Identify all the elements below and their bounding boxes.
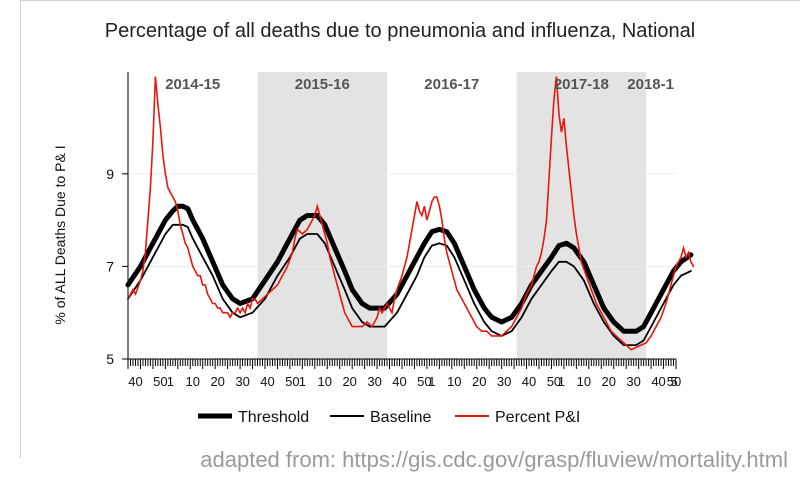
- season-band-1: [257, 72, 388, 359]
- legend-label-percent-p-i: Percent P&I: [495, 409, 580, 426]
- season-label-1: 2015-16: [295, 76, 350, 93]
- x-tick-label-14: 1: [428, 374, 435, 389]
- x-tick-label-18: 40: [522, 374, 536, 389]
- legend-label-threshold: Threshold: [238, 409, 309, 426]
- chart-title: Percentage of all deaths due to pneumoni…: [104, 20, 696, 42]
- season-bands: [257, 72, 647, 359]
- season-label-0: 2014-15: [165, 76, 220, 93]
- series-line-baseline: [127, 223, 692, 346]
- y-axis-label: % of ALL Deaths Due to P& I: [52, 145, 68, 324]
- frame-border-left: [20, 0, 21, 458]
- x-tick-label-3: 10: [186, 374, 200, 389]
- x-tick-label-4: 20: [210, 374, 224, 389]
- season-label-2: 2016-17: [424, 76, 479, 93]
- x-tick-label-16: 20: [472, 374, 486, 389]
- y-tick-label-9: 9: [106, 166, 114, 182]
- series-lines: [125, 76, 695, 351]
- x-tick-label-8: 1: [299, 374, 306, 389]
- x-tick-label-23: 30: [626, 374, 640, 389]
- x-tick-label-19: 50: [547, 374, 561, 389]
- x-tick-label-20: 1: [558, 374, 565, 389]
- x-tick-label-12: 40: [392, 374, 406, 389]
- x-tick-label-6: 40: [260, 374, 274, 389]
- series-line-percent-p-i: [127, 76, 695, 351]
- x-tick-label-11: 30: [367, 374, 381, 389]
- x-tick-label-13: 50: [417, 374, 431, 389]
- frame-border-top: [20, 0, 800, 1]
- x-tick-label-24: 40: [651, 374, 665, 389]
- x-tick-label-2: 1: [167, 374, 174, 389]
- legend: Threshold Baseline Percent P&I: [198, 409, 580, 426]
- x-tick-label-1: 50: [153, 374, 167, 389]
- x-tick-label-10: 20: [342, 374, 356, 389]
- y-tick-label-5: 5: [106, 351, 114, 367]
- season-label-4: 2018-1: [627, 76, 674, 93]
- x-tick-label-26: 5: [670, 374, 677, 389]
- season-label-3: 2017-18: [554, 76, 609, 93]
- season-band-3: [516, 72, 647, 359]
- x-tick-label-25: 50: [667, 374, 681, 389]
- x-tick-label-5: 30: [235, 374, 249, 389]
- source-note: adapted from: https://gis.cdc.gov/grasp/…: [200, 447, 788, 472]
- x-tick-label-9: 10: [318, 374, 332, 389]
- x-tick-label-15: 10: [447, 374, 461, 389]
- x-tick-label-22: 20: [602, 374, 616, 389]
- y-tick-label-7: 7: [106, 258, 114, 274]
- legend-label-baseline: Baseline: [370, 409, 431, 426]
- season-labels: 2014-15 2015-16 2016-17 2017-18 2018-1: [165, 76, 674, 93]
- x-tick-label-7: 50: [285, 374, 299, 389]
- x-tick-label-0: 40: [128, 374, 142, 389]
- x-tick-label-21: 10: [577, 374, 591, 389]
- series-line-threshold: [125, 203, 694, 334]
- x-tick-label-17: 30: [497, 374, 511, 389]
